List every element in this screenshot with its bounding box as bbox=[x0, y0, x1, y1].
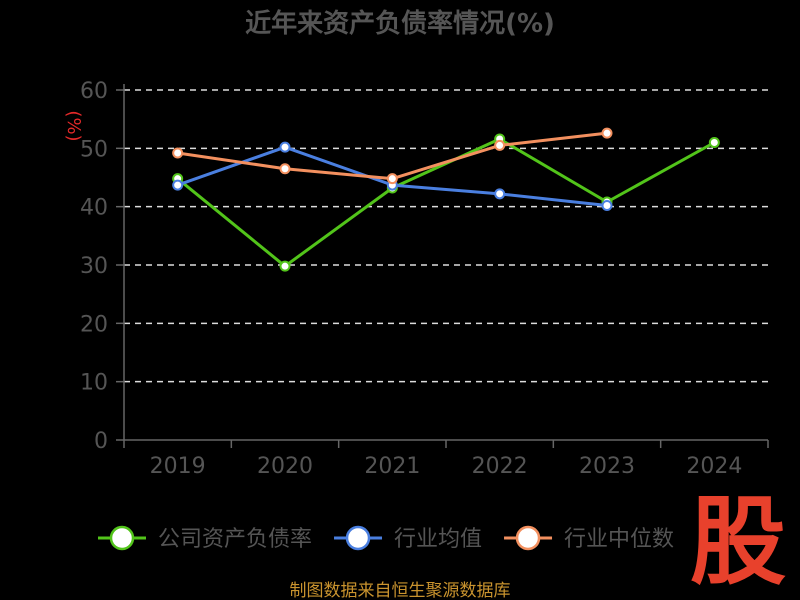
legend-label: 公司资产负债率 bbox=[158, 527, 312, 552]
y-tick-label: 10 bbox=[80, 371, 108, 396]
data-point bbox=[172, 179, 184, 191]
chart-title: 近年来资产负债率情况(%) bbox=[245, 8, 555, 39]
x-tick-label: 2021 bbox=[364, 454, 420, 479]
legend-label: 行业中位数 bbox=[564, 527, 674, 552]
data-point bbox=[601, 200, 613, 211]
data-point bbox=[494, 188, 506, 200]
y-tick-label: 30 bbox=[80, 254, 108, 279]
legend-marker bbox=[515, 525, 541, 551]
legend[interactable]: 公司资产负债率 行业均值 行业中位数 bbox=[98, 525, 674, 552]
legend-label: 行业均值 bbox=[394, 527, 482, 552]
data-point bbox=[279, 163, 291, 175]
legend-marker bbox=[109, 525, 135, 551]
data-point bbox=[601, 127, 613, 139]
axes: 0 10 20 30 40 50 60 2019 2020 2021 2022 2023 2024 bbox=[80, 79, 769, 479]
y-axis-label: (%) bbox=[63, 110, 84, 141]
x-tick-label: 2023 bbox=[579, 454, 635, 479]
data-point bbox=[279, 141, 291, 153]
x-tick-label: 2019 bbox=[150, 454, 206, 479]
data-point bbox=[708, 137, 720, 148]
y-tick-label: 20 bbox=[80, 312, 108, 337]
series-1 bbox=[172, 141, 613, 211]
watermark-logo: 股 bbox=[690, 486, 786, 598]
legend-item[interactable]: 行业中位数 bbox=[504, 525, 674, 552]
legend-item[interactable]: 行业均值 bbox=[334, 525, 482, 552]
series-lines bbox=[172, 127, 720, 272]
x-tick-label: 2020 bbox=[257, 454, 313, 479]
legend-marker bbox=[345, 525, 371, 551]
source-note: 制图数据来自恒生聚源数据库 bbox=[290, 581, 511, 600]
data-point bbox=[386, 173, 398, 185]
y-tick-label: 60 bbox=[80, 79, 108, 104]
y-tick-label: 0 bbox=[94, 429, 108, 454]
data-point bbox=[494, 139, 506, 151]
data-point bbox=[172, 147, 184, 159]
series-0 bbox=[172, 133, 720, 272]
series-line bbox=[177, 131, 608, 181]
x-tick-label: 2022 bbox=[472, 454, 528, 479]
y-tick-label: 40 bbox=[80, 196, 108, 221]
legend-item[interactable]: 公司资产负债率 bbox=[98, 525, 312, 552]
gridlines bbox=[124, 89, 768, 383]
data-point bbox=[279, 260, 291, 272]
y-tick-label: 50 bbox=[80, 137, 108, 162]
x-tick-label: 2024 bbox=[686, 454, 742, 479]
series-2 bbox=[172, 127, 613, 185]
